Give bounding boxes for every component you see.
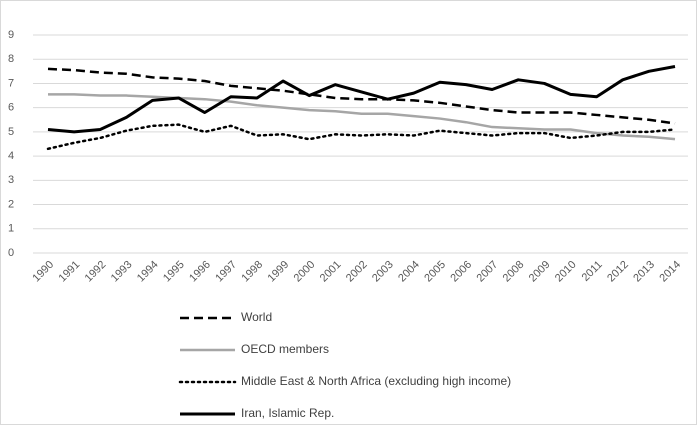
y-tick-label: 0 [8,247,14,259]
series-line [46,123,677,151]
y-tick-label: 3 [8,174,14,186]
y-tick-label: 2 [8,198,14,210]
y-tick-label: 9 [8,29,14,41]
y-tick-label: 4 [8,150,14,162]
y-tick-label: 6 [8,102,14,114]
y-tick-label: 8 [8,53,14,65]
legend-label: Middle East & North Africa (excluding hi… [241,374,511,388]
series-line [47,65,676,134]
legend-label: OECD members [241,342,329,356]
y-tick-label: 5 [8,126,14,138]
legend-label: Iran, Islamic Rep. [241,406,334,420]
y-tick-label: 7 [8,77,14,89]
series-line [47,67,676,125]
y-tick-label: 1 [8,223,14,235]
legend-label: World [241,310,272,324]
series-line [48,93,676,141]
